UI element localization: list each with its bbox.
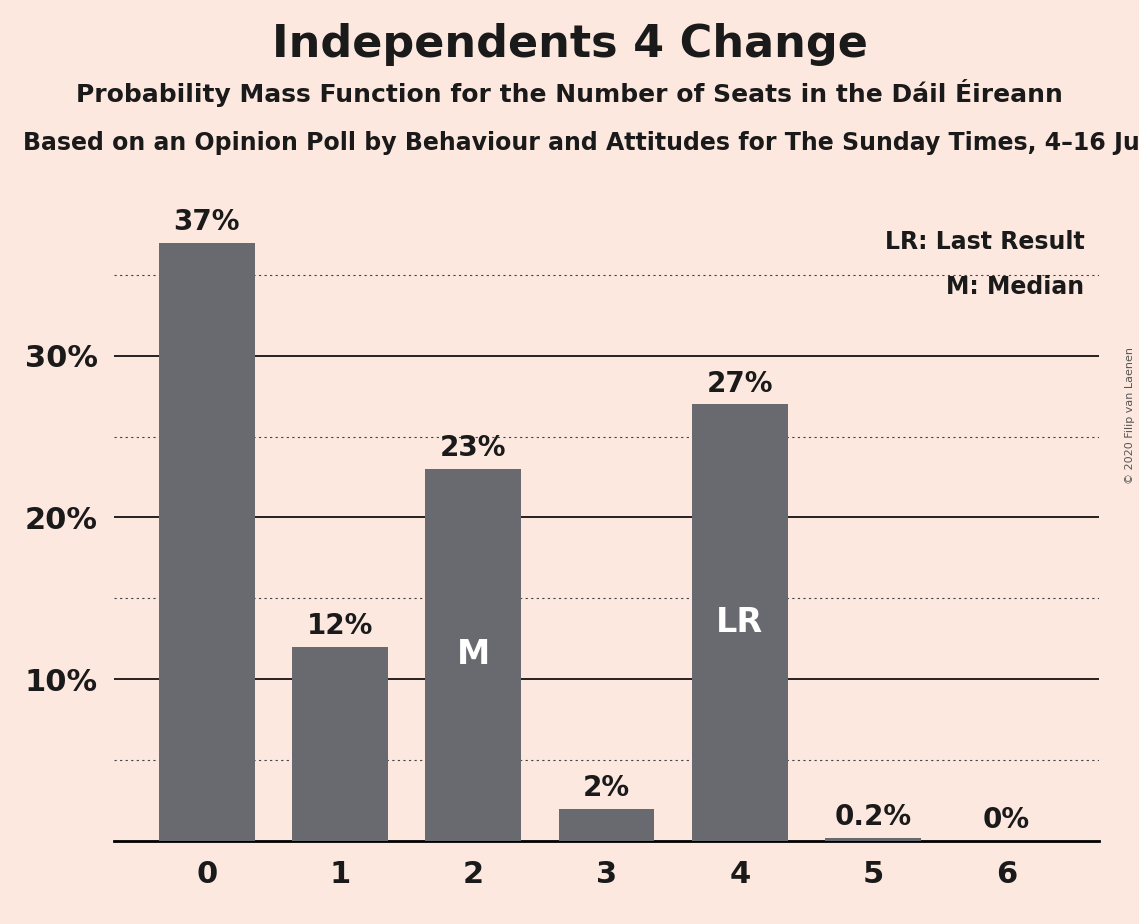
Text: M: Median: M: Median <box>947 275 1084 298</box>
Text: 2%: 2% <box>583 774 630 802</box>
Text: © 2020 Filip van Laenen: © 2020 Filip van Laenen <box>1125 347 1134 484</box>
Text: 0%: 0% <box>983 807 1030 834</box>
Text: M: M <box>457 638 490 672</box>
Bar <box>691 405 788 841</box>
Text: Independents 4 Change: Independents 4 Change <box>271 23 868 67</box>
Bar <box>292 647 388 841</box>
Bar <box>825 838 921 841</box>
Text: 0.2%: 0.2% <box>835 803 911 832</box>
Text: 37%: 37% <box>173 208 240 236</box>
Bar <box>158 242 255 841</box>
Text: 12%: 12% <box>306 613 374 640</box>
Text: Probability Mass Function for the Number of Seats in the Dáil Éireann: Probability Mass Function for the Number… <box>76 79 1063 106</box>
Bar <box>425 469 522 841</box>
Text: 27%: 27% <box>706 370 773 397</box>
Bar <box>558 808 655 841</box>
Text: LR: Last Result: LR: Last Result <box>885 230 1084 253</box>
Text: Based on an Opinion Poll by Behaviour and Attitudes for The Sunday Times, 4–16 J: Based on an Opinion Poll by Behaviour an… <box>23 131 1139 155</box>
Text: LR: LR <box>716 606 763 639</box>
Text: 23%: 23% <box>440 434 507 462</box>
